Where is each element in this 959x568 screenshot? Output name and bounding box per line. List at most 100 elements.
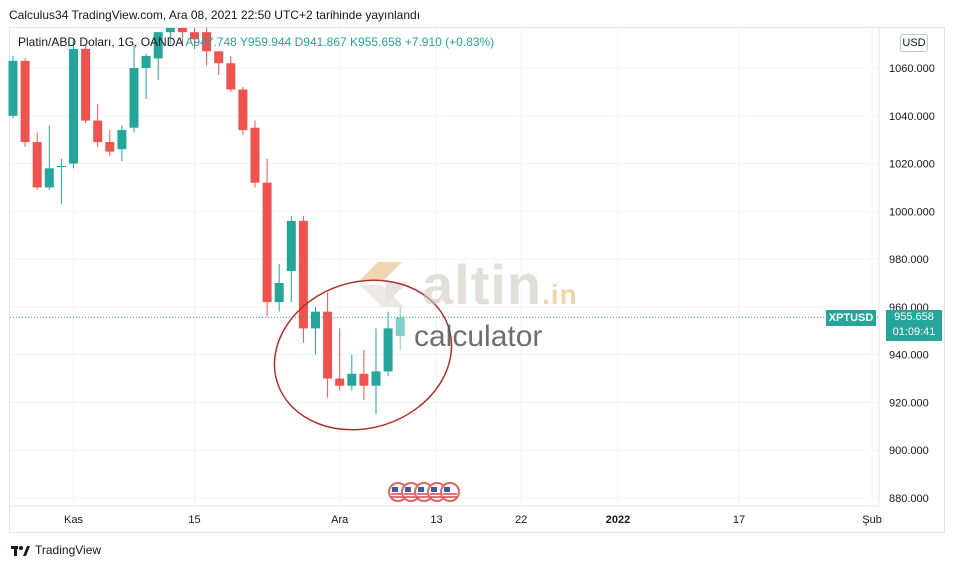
candle-body [286, 220, 296, 272]
candle[interactable] [250, 120, 260, 188]
candle-body [371, 371, 381, 386]
candle-body [56, 165, 66, 167]
candle[interactable] [56, 158, 66, 205]
price-tick-label: 1060.000 [889, 63, 935, 75]
time-tick-label: 13 [430, 514, 442, 526]
candle[interactable] [69, 39, 78, 169]
time-axis: Kas 15 Ara 13 22 2022 17 Şub [64, 514, 882, 526]
candle[interactable] [323, 292, 333, 398]
currency-button[interactable]: USD [900, 34, 928, 52]
candle[interactable] [32, 132, 42, 190]
candle[interactable] [395, 307, 405, 351]
candles [8, 28, 405, 415]
time-tick-label: 2022 [606, 514, 630, 526]
candle[interactable] [274, 263, 284, 312]
candle[interactable] [286, 216, 296, 303]
candle[interactable] [335, 328, 345, 391]
publish-header: Calculus34 TradingView.com, Ara 08, 2021… [9, 8, 421, 22]
watermark-tld: .in [542, 279, 578, 310]
candle-body [20, 60, 30, 143]
candle[interactable] [44, 125, 54, 190]
candle[interactable] [177, 28, 187, 45]
candle-body [202, 32, 212, 52]
price-tick-label: 1040.000 [889, 111, 935, 123]
candle[interactable] [105, 130, 115, 157]
last-price-value: 955.658 [894, 311, 934, 323]
candle[interactable] [238, 87, 248, 135]
candle[interactable] [93, 103, 103, 147]
candle[interactable] [117, 125, 127, 162]
legend-high: Y959.944 [239, 35, 292, 49]
time-tick-label: 22 [515, 514, 527, 526]
candle[interactable] [129, 44, 139, 133]
ohlc-legend: Platin/ABD Doları, 1G, OANDA A947.748 Y9… [18, 35, 494, 49]
candle[interactable] [359, 349, 369, 401]
candle-body [262, 182, 272, 303]
candle[interactable] [371, 328, 381, 415]
candle[interactable] [81, 44, 91, 123]
candle[interactable] [298, 216, 308, 343]
candle-body [44, 168, 54, 188]
price-tick-label: 900.000 [889, 445, 929, 457]
legend-open: A947.748 [185, 35, 237, 49]
candle-body [141, 56, 151, 68]
candle-body [69, 48, 78, 164]
candle[interactable] [311, 306, 320, 355]
candle-body [323, 311, 333, 379]
candle[interactable] [153, 32, 163, 80]
price-tick-label: 1020.000 [889, 159, 935, 171]
price-tick-label: 940.000 [889, 350, 929, 362]
candle[interactable] [214, 51, 224, 76]
candle-body [153, 32, 163, 59]
watermark-brand: altin.in [422, 253, 578, 316]
candle-body [311, 311, 320, 329]
tradingview-footer[interactable]: TradingView [11, 543, 101, 557]
time-tick-label: Kas [64, 514, 83, 526]
time-tick-label: Şub [862, 514, 882, 526]
time-tick-label: Ara [331, 514, 349, 526]
legend-change: +7.910 (+0.83%) [404, 35, 495, 49]
candle-body [177, 28, 187, 33]
candle-body [359, 373, 369, 386]
candle[interactable] [190, 28, 199, 49]
candle[interactable] [262, 158, 272, 317]
legend-symbol: Platin/ABD Doları, 1G, OANDA [18, 35, 183, 49]
us-flag-icon [440, 482, 460, 502]
chart-frame[interactable] [9, 27, 945, 533]
candle-body [129, 68, 139, 128]
candle[interactable] [383, 311, 393, 377]
symbol-price-tag: XPTUSD [826, 310, 876, 326]
candle-body [347, 373, 357, 386]
candle-body [274, 283, 284, 303]
highlight-circle [273, 279, 453, 431]
candle[interactable] [20, 58, 30, 147]
candle-body [81, 48, 91, 121]
candle-body [335, 378, 345, 386]
candle[interactable] [226, 56, 236, 92]
candle-body [238, 89, 248, 131]
candle-body [8, 60, 18, 116]
price-axis: 880.000900.000920.000940.000960.000980.0… [889, 63, 935, 505]
candle[interactable] [165, 28, 175, 45]
candle-body [190, 32, 199, 40]
candle[interactable] [8, 56, 18, 119]
candle-body [383, 328, 393, 372]
time-tick-label: 17 [733, 514, 745, 526]
legend-low: D941.867 [294, 35, 347, 49]
tradingview-logo-icon [11, 546, 30, 556]
candle-body [395, 317, 405, 337]
watermark-logo-mark [360, 262, 408, 307]
candle-body [298, 220, 308, 329]
grid-lines [10, 28, 879, 506]
candle-body [93, 120, 103, 143]
candle[interactable] [141, 53, 151, 100]
price-tick-label: 920.000 [889, 397, 929, 409]
candle-body [32, 142, 42, 188]
legend-close: K955.658 [350, 35, 402, 49]
candle[interactable] [202, 28, 212, 66]
candle[interactable] [347, 354, 357, 391]
flag-icons[interactable] [388, 482, 460, 502]
last-price-tag: 955.658 01:09:41 [886, 310, 942, 341]
bar-countdown: 01:09:41 [892, 326, 936, 338]
